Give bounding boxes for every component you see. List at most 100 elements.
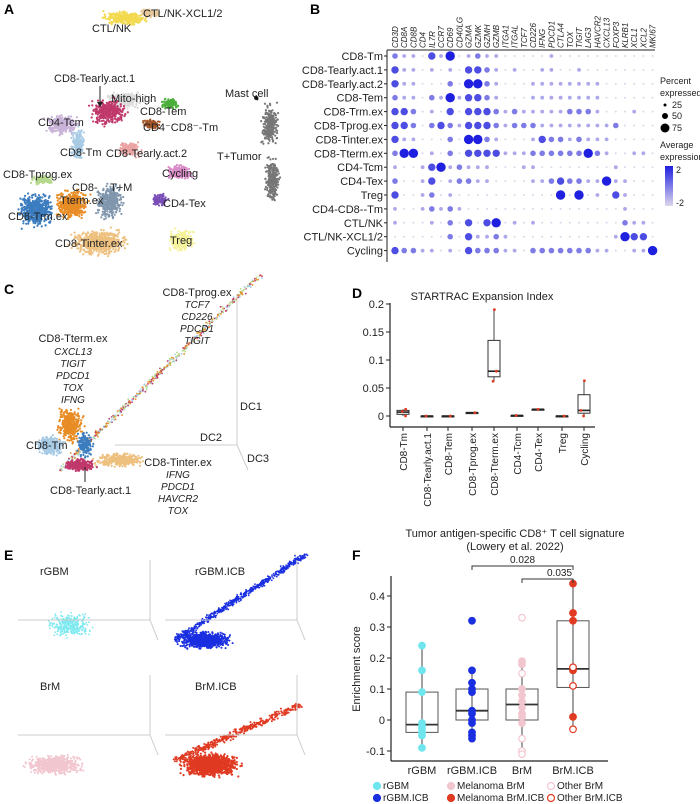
cell-point [119, 103, 122, 106]
cell-point [269, 158, 272, 161]
cell-point [118, 10, 121, 13]
cell-point [103, 218, 106, 221]
cell-point [126, 105, 130, 108]
cell-point [117, 98, 120, 101]
cell-point [104, 203, 107, 206]
cell-point [120, 15, 124, 18]
cell-point [267, 133, 271, 137]
cell-point [125, 14, 128, 17]
cell-point [127, 94, 130, 98]
cell-point [116, 17, 119, 20]
cell-point [104, 122, 107, 126]
cell-point [116, 120, 119, 123]
cell-point [128, 15, 132, 18]
cell-point [118, 12, 121, 15]
cell-point [142, 13, 145, 16]
cell-point [274, 134, 277, 137]
cell-point [106, 182, 109, 185]
cell-point [133, 105, 136, 109]
cell-point [26, 192, 30, 195]
cell-point [28, 205, 31, 208]
cell-point [131, 102, 135, 106]
cell-point [118, 210, 121, 213]
cell-point [114, 115, 117, 118]
cell-point [265, 127, 268, 130]
cell-point [160, 194, 164, 198]
cell-point [37, 194, 41, 197]
cell-point [37, 200, 40, 203]
cell-point [272, 114, 275, 117]
cell-point [180, 247, 183, 251]
cell-point [132, 101, 135, 104]
cell-point [86, 250, 90, 253]
cell-point [152, 197, 155, 200]
cell-point [112, 12, 115, 15]
cell-point [124, 142, 127, 145]
cell-point [115, 111, 119, 114]
cell-point [274, 157, 277, 160]
cell-point [124, 112, 127, 116]
cell-point [97, 211, 100, 214]
cell-point [108, 100, 111, 104]
cell-point [98, 116, 102, 119]
cell-point [113, 14, 116, 17]
cell-point [261, 140, 264, 143]
cell-point [34, 194, 37, 198]
cell-point [273, 123, 276, 126]
cell-point [135, 14, 138, 17]
cell-point [89, 235, 93, 238]
cell-point [81, 136, 84, 139]
cell-point [96, 113, 99, 116]
cell-point [30, 204, 33, 207]
cell-point [75, 133, 78, 136]
cell-point [132, 99, 136, 102]
cell-point [79, 209, 83, 212]
cell-point [79, 234, 82, 238]
cell-point [145, 20, 148, 23]
cell-point [126, 111, 129, 114]
cell-point [20, 202, 23, 205]
cell-point [131, 23, 134, 26]
cell-point [55, 129, 58, 132]
cell-point [268, 123, 271, 126]
cell-point [114, 207, 118, 210]
cell-point [56, 199, 59, 202]
cell-point [138, 94, 142, 97]
cell-point [144, 17, 147, 20]
cell-point [138, 21, 141, 24]
cell-point [100, 231, 104, 234]
cell-point [74, 210, 78, 213]
cell-point [126, 107, 129, 110]
cell-point [103, 252, 106, 256]
cell-point [158, 11, 161, 14]
cell-point [71, 207, 74, 210]
cell-point [277, 172, 280, 175]
cell-point [107, 233, 110, 236]
cell-point [130, 96, 133, 99]
cell-point [48, 195, 51, 198]
cell-point [77, 130, 80, 133]
cell-point [129, 17, 132, 20]
cell-point [48, 205, 51, 209]
cell-point [72, 137, 75, 140]
cell-point [96, 120, 99, 123]
cell-point [110, 232, 114, 235]
cell-point [126, 96, 130, 99]
cell-point [160, 100, 164, 103]
cell-point [169, 249, 172, 252]
cell-point [20, 207, 23, 210]
cell-point [129, 102, 132, 105]
cell-point [102, 187, 105, 190]
cell-point [72, 134, 75, 137]
cell-point [170, 230, 173, 233]
cell-point [186, 230, 189, 233]
cell-point [262, 142, 265, 145]
cell-point [98, 111, 101, 114]
cell-point [105, 120, 108, 123]
cell-point [122, 99, 125, 102]
cell-point [122, 202, 125, 205]
cell-point [137, 97, 140, 100]
cell-point [123, 21, 126, 24]
cell-point [107, 120, 111, 123]
cell-point [122, 195, 125, 199]
